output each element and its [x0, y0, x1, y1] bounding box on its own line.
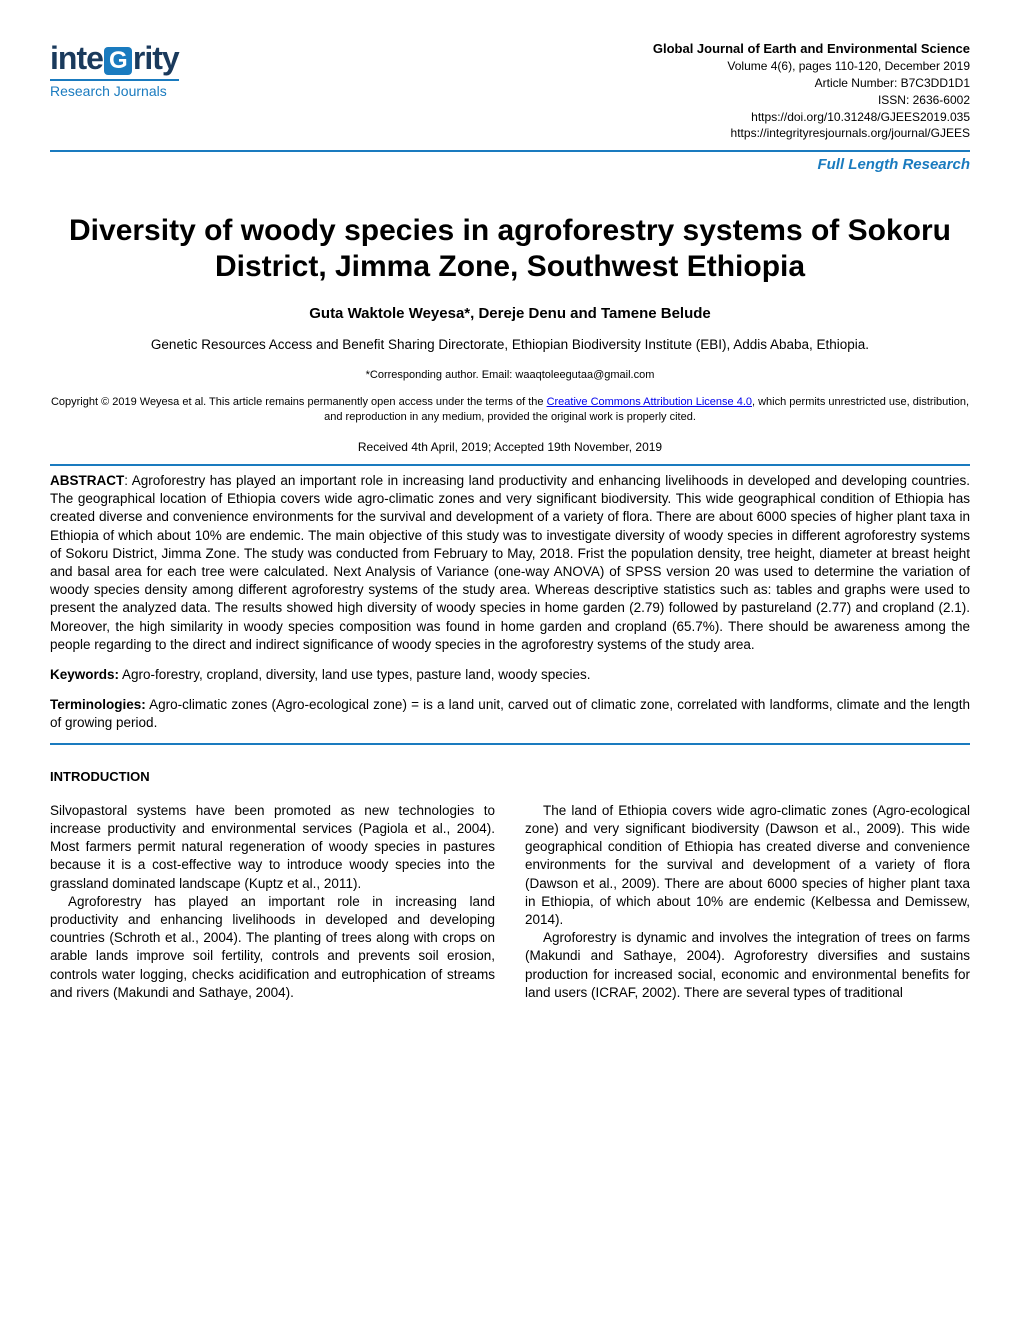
article-title: Diversity of woody species in agroforest…	[50, 213, 970, 285]
copyright: Copyright © 2019 Weyesa et al. This arti…	[50, 395, 970, 426]
license-link[interactable]: Creative Commons Attribution License 4.0	[547, 396, 752, 408]
keywords-body: Agro-forestry, cropland, diversity, land…	[119, 667, 591, 682]
abstract-body: : Agroforestry has played an important r…	[50, 473, 970, 652]
article-type: Full Length Research	[50, 156, 970, 173]
logo-g-icon: G	[104, 47, 132, 75]
journal-issn: ISSN: 2636-6002	[653, 92, 970, 109]
logo: inteGrity Research Journals	[50, 40, 179, 99]
header-row: inteGrity Research Journals Global Journ…	[50, 40, 970, 142]
article-dates: Received 4th April, 2019; Accepted 19th …	[50, 440, 970, 454]
logo-text: inteGrity	[50, 40, 179, 77]
col1-para1: Silvopastoral systems have been promoted…	[50, 802, 495, 893]
logo-subtitle: Research Journals	[50, 79, 179, 99]
journal-url: https://integrityresjournals.org/journal…	[653, 125, 970, 142]
affiliation: Genetic Resources Access and Benefit Sha…	[50, 336, 970, 355]
col1-para2: Agroforestry has played an important rol…	[50, 893, 495, 1002]
journal-title: Global Journal of Earth and Environmenta…	[653, 40, 970, 58]
corresponding-author: *Corresponding author. Email: waaqtoleeg…	[50, 369, 970, 381]
terminologies-text: Terminologies: Agro-climatic zones (Agro…	[50, 696, 970, 732]
logo-pre: inte	[50, 40, 103, 76]
introduction-heading: INTRODUCTION	[50, 769, 970, 784]
terminologies-label: Terminologies:	[50, 697, 146, 712]
authors: Guta Waktole Weyesa*, Dereje Denu and Ta…	[50, 305, 970, 322]
abstract-block: ABSTRACT: Agroforestry has played an imp…	[50, 464, 970, 745]
copyright-pre: Copyright © 2019 Weyesa et al. This arti…	[51, 396, 547, 408]
col2-para2: Agroforestry is dynamic and involves the…	[525, 929, 970, 1002]
column-right: The land of Ethiopia covers wide agro-cl…	[525, 802, 970, 1002]
journal-doi: https://doi.org/10.31248/GJEES2019.035	[653, 109, 970, 126]
col2-para1: The land of Ethiopia covers wide agro-cl…	[525, 802, 970, 930]
logo-post: rity	[133, 40, 179, 76]
journal-volume: Volume 4(6), pages 110-120, December 201…	[653, 58, 970, 75]
abstract-label: ABSTRACT	[50, 473, 124, 488]
divider	[50, 150, 970, 152]
abstract-text: ABSTRACT: Agroforestry has played an imp…	[50, 472, 970, 654]
terminologies-body: Agro-climatic zones (Agro-ecological zon…	[50, 697, 970, 730]
journal-article-number: Article Number: B7C3DD1D1	[653, 75, 970, 92]
journal-info: Global Journal of Earth and Environmenta…	[653, 40, 970, 142]
keywords-label: Keywords:	[50, 667, 119, 682]
keywords-text: Keywords: Agro-forestry, cropland, diver…	[50, 666, 970, 684]
column-left: Silvopastoral systems have been promoted…	[50, 802, 495, 1002]
two-column-body: Silvopastoral systems have been promoted…	[50, 802, 970, 1002]
